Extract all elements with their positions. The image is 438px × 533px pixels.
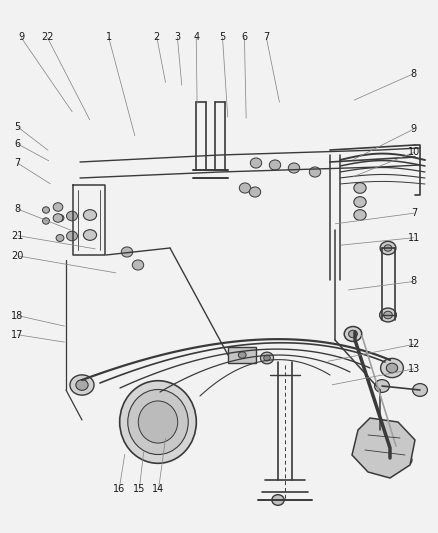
Ellipse shape [76,379,88,390]
Polygon shape [352,418,415,478]
Text: 3: 3 [174,33,180,42]
Text: 15: 15 [133,484,145,494]
Ellipse shape [354,209,366,220]
Text: 10: 10 [408,148,420,157]
Text: 16: 16 [113,484,125,494]
Ellipse shape [83,230,96,240]
Ellipse shape [128,390,188,455]
Text: 13: 13 [408,364,420,374]
Ellipse shape [238,352,246,358]
Ellipse shape [53,214,63,222]
Ellipse shape [309,167,321,177]
Text: 22: 22 [41,33,53,42]
Ellipse shape [288,163,300,173]
Text: 8: 8 [411,69,417,78]
Ellipse shape [386,363,398,373]
Ellipse shape [349,330,357,338]
Ellipse shape [384,245,392,251]
Text: 21: 21 [11,231,24,240]
Ellipse shape [264,355,270,361]
Ellipse shape [250,158,261,168]
Ellipse shape [269,160,281,170]
Text: 7: 7 [411,208,417,218]
Ellipse shape [388,450,396,458]
Ellipse shape [380,241,396,255]
Ellipse shape [380,308,396,322]
Text: 9: 9 [411,124,417,134]
Ellipse shape [132,260,144,270]
Text: 18: 18 [11,311,24,320]
Ellipse shape [354,183,366,193]
Ellipse shape [413,384,427,397]
Ellipse shape [70,375,94,395]
Ellipse shape [398,454,412,466]
Ellipse shape [56,235,64,241]
Ellipse shape [383,447,401,462]
Ellipse shape [344,327,362,342]
Ellipse shape [374,379,389,392]
Text: 20: 20 [11,251,24,261]
Ellipse shape [56,215,64,222]
Text: 7: 7 [14,158,21,168]
Text: 2: 2 [154,33,160,42]
Text: 7: 7 [263,33,269,42]
Text: 6: 6 [14,139,21,149]
FancyBboxPatch shape [228,347,257,363]
Ellipse shape [121,247,133,257]
Text: 1: 1 [106,33,112,42]
Text: 4: 4 [193,33,199,42]
Ellipse shape [249,187,261,197]
Text: 14: 14 [152,484,165,494]
Ellipse shape [42,218,49,224]
Text: 8: 8 [14,204,21,214]
Ellipse shape [272,495,284,505]
Ellipse shape [42,207,49,213]
Text: 12: 12 [408,340,420,349]
Ellipse shape [53,203,63,211]
Ellipse shape [83,209,96,220]
Ellipse shape [384,311,392,319]
Ellipse shape [138,401,178,443]
Text: 5: 5 [219,33,226,42]
Text: 17: 17 [11,330,24,340]
Ellipse shape [67,211,78,221]
Ellipse shape [67,231,78,241]
Ellipse shape [381,358,403,377]
Text: 6: 6 [241,33,247,42]
Ellipse shape [239,183,251,193]
Text: 9: 9 [18,33,24,42]
Text: 11: 11 [408,233,420,243]
Ellipse shape [120,381,196,463]
Ellipse shape [261,352,274,364]
Text: 8: 8 [411,277,417,286]
Ellipse shape [354,197,366,207]
Text: 5: 5 [14,122,21,132]
